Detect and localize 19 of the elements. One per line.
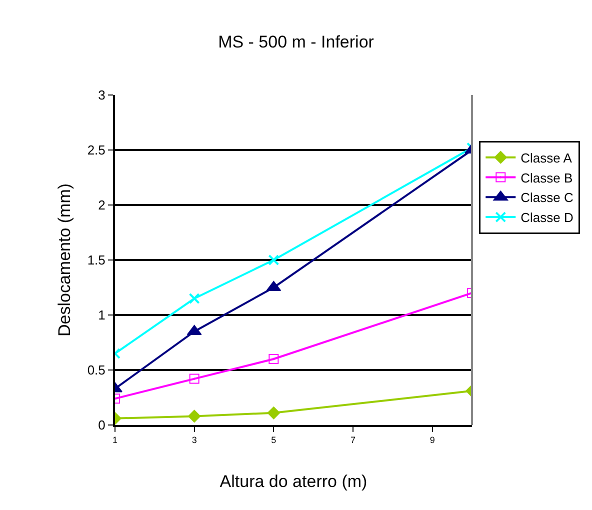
legend-label: Classe C	[520, 190, 574, 206]
legend-label: Classe A	[520, 150, 572, 166]
x-tick-label: 1	[112, 434, 118, 445]
y-tick-label: 2	[98, 198, 106, 213]
x-tick-label: 9	[430, 434, 435, 445]
x-tick-label: 7	[350, 434, 356, 445]
legend-label: Classe D	[520, 210, 574, 226]
y-axis-title: Deslocamento (mm)	[55, 183, 74, 337]
chart-title: MS - 500 m - Inferior	[218, 32, 374, 52]
y-tick-label: 1	[98, 308, 106, 323]
x-tick-label: 3	[192, 434, 197, 445]
x-tick-label: 5	[271, 434, 276, 445]
y-tick-label: 2.5	[87, 142, 106, 158]
y-tick-label: 3	[98, 88, 106, 103]
legend-label: Classe B	[520, 170, 573, 186]
y-tick-label: 0.5	[87, 362, 106, 378]
y-tick-label: 0	[98, 418, 106, 433]
x-axis-title: Altura do aterro (m)	[220, 472, 368, 491]
y-tick-label: 1.5	[87, 252, 106, 268]
